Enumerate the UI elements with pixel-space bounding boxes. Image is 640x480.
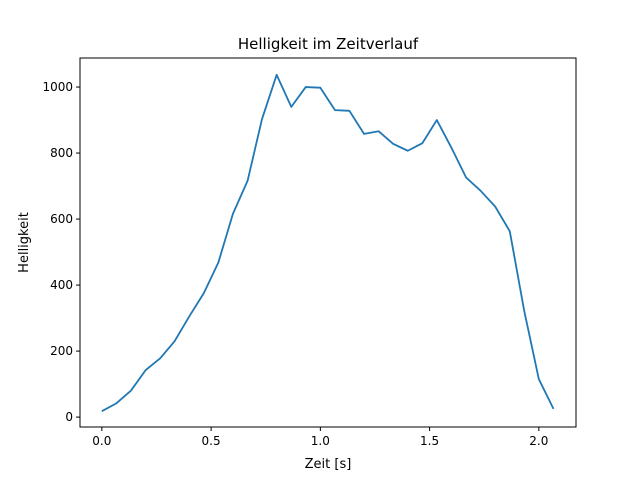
y-axis-ticks: 0 200 400 600 800 1000	[42, 80, 80, 424]
plot-frame	[79, 57, 577, 428]
y-axis-label: Helligkeit	[17, 212, 32, 273]
y-tick-label: 0	[65, 410, 73, 424]
x-axis-ticks: 0.0 0.5 1.0 1.5 2.0	[92, 427, 548, 448]
x-tick-label: 2.0	[529, 434, 548, 448]
series-line	[101, 73, 555, 412]
chart-title: Helligkeit im Zeitverlauf	[238, 35, 419, 53]
x-tick-label: 1.5	[420, 434, 439, 448]
x-tick-label: 1.0	[311, 434, 330, 448]
y-tick-label: 200	[50, 344, 73, 358]
x-tick-label: 0.0	[92, 434, 111, 448]
series-layer	[101, 73, 555, 412]
y-tick-label: 800	[50, 146, 73, 160]
x-tick-label: 0.5	[202, 434, 221, 448]
y-tick-label: 400	[50, 278, 73, 292]
x-axis-label: Zeit [s]	[305, 457, 352, 472]
y-tick-label: 600	[50, 212, 73, 226]
y-tick-label: 1000	[42, 80, 73, 94]
